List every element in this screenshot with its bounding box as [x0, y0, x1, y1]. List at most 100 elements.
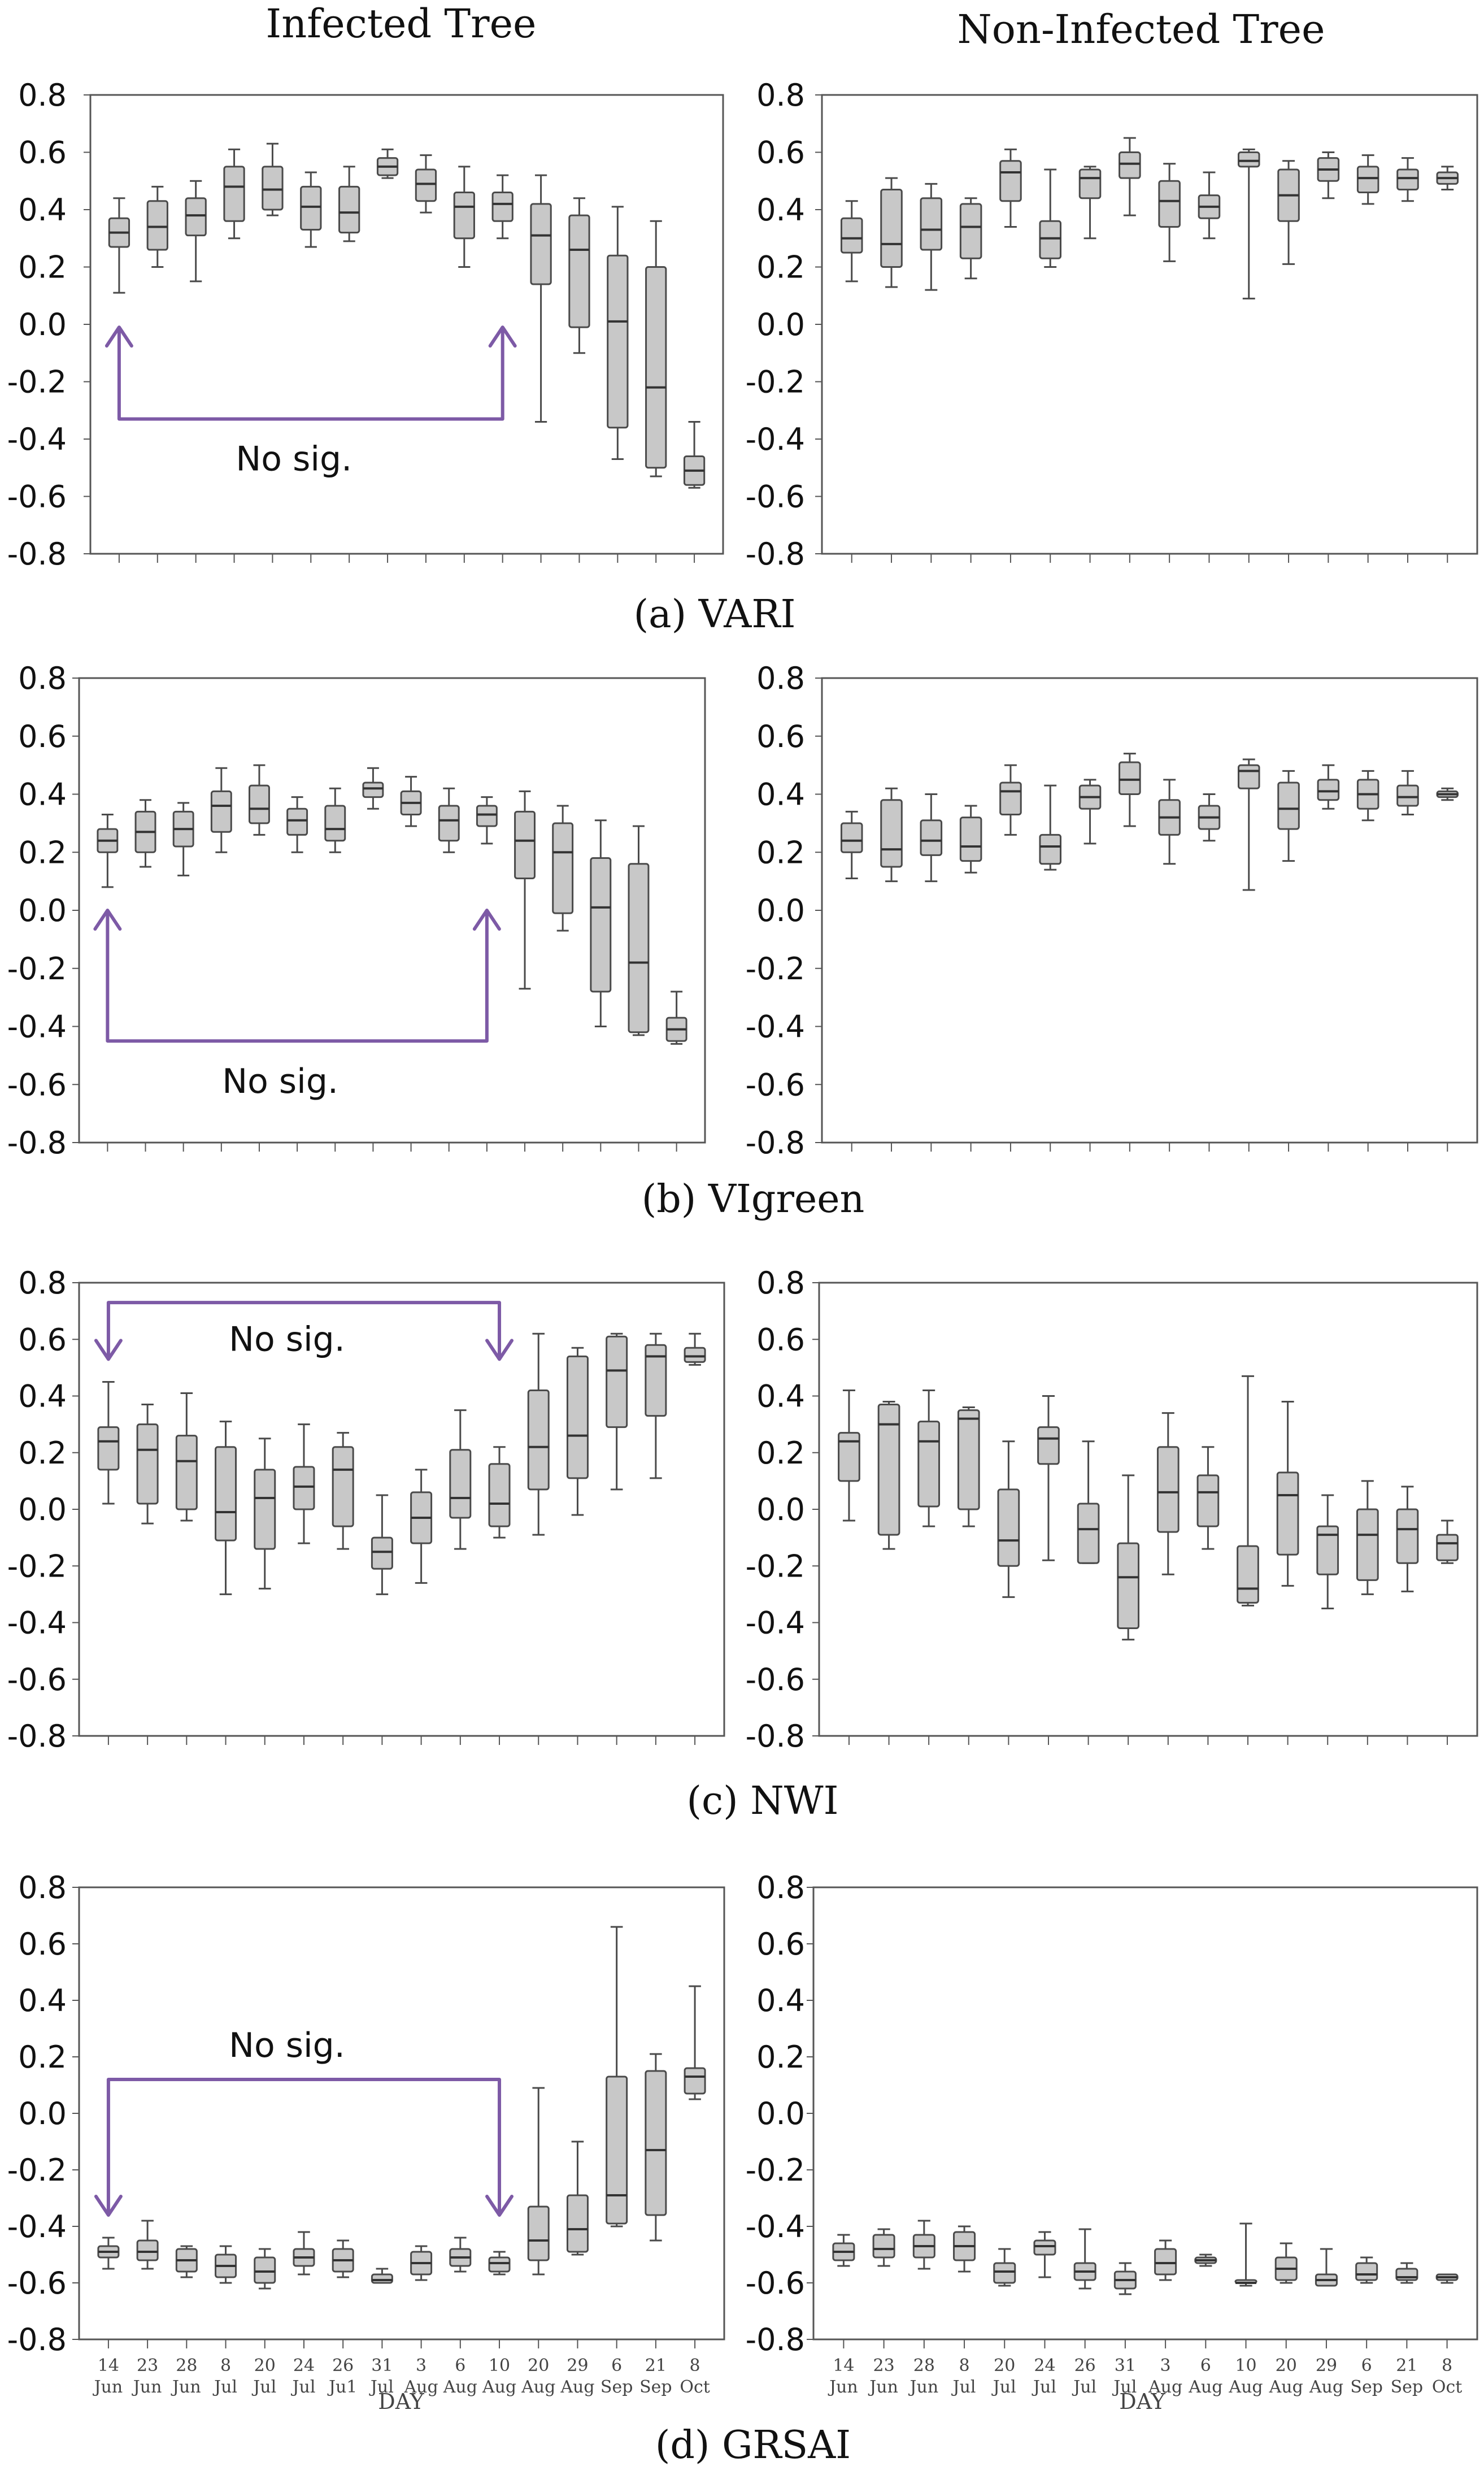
- box-11: [527, 2087, 550, 2276]
- box-8: [410, 2245, 433, 2281]
- x-tick-label-month: Jun: [908, 2377, 938, 2397]
- y-tick-label: -0.2: [746, 364, 805, 400]
- iqr-box: [324, 805, 346, 842]
- iqr-box: [215, 1446, 237, 1542]
- box-13: [607, 206, 629, 461]
- annotation-bracket: [106, 1301, 502, 1360]
- box-3: [959, 805, 982, 874]
- x-tick-label-day: 20: [528, 2356, 549, 2376]
- box-2: [917, 1389, 941, 1527]
- x-tick-label-month: Aug: [404, 2377, 438, 2397]
- y-tick-label: -0.2: [7, 364, 67, 400]
- box-10: [1234, 2222, 1257, 2287]
- box-6: [332, 2239, 354, 2278]
- box-9: [1194, 2253, 1217, 2267]
- column-title-infected: Infected Tree: [266, 1, 537, 47]
- box-10: [1237, 148, 1260, 299]
- box-11: [1274, 2242, 1298, 2284]
- panel-vigreen-infected: 0.8 0.6 0.4 0.2 0.0 -0.2 -0.4 -0.6 -0.8 No sig.: [7, 661, 706, 1161]
- iqr-box: [920, 819, 943, 856]
- box-0: [97, 1380, 120, 1505]
- iqr-box: [491, 192, 513, 222]
- y-tick-label: 0.4: [756, 777, 805, 813]
- iqr-box: [566, 1355, 589, 1479]
- iqr-box: [97, 1426, 120, 1471]
- no-sig-annotation: No sig.: [93, 909, 501, 1101]
- box-4: [993, 2248, 1016, 2287]
- y-tick-label: -0.8: [746, 2322, 805, 2357]
- box-10: [476, 796, 498, 845]
- iqr-box: [362, 781, 384, 798]
- y-tick-label: 0.0: [18, 307, 67, 342]
- box-11: [1276, 1401, 1299, 1587]
- box-5: [286, 796, 308, 853]
- box-14: [1396, 770, 1419, 815]
- panel-nwi-non-infected: 0.8 0.6 0.4 0.2 0.0 -0.2 -0.4 -0.6 -0.8: [746, 1265, 1478, 1754]
- box-9: [1196, 1446, 1220, 1550]
- x-tick-label-month: Jul: [212, 2377, 237, 2397]
- iqr-box: [628, 863, 650, 1034]
- iqr-box: [371, 2273, 393, 2284]
- box-2: [920, 183, 943, 291]
- box-9: [453, 166, 475, 268]
- column-title-non-infected: Non-Infected Tree: [957, 6, 1325, 53]
- box-13: [606, 1926, 628, 2228]
- y-tick-label: 0.6: [18, 135, 67, 171]
- box-3: [215, 2245, 237, 2284]
- x-tick-label-month: Jul: [1112, 2377, 1137, 2397]
- y-tick-label: -0.4: [746, 2209, 805, 2244]
- box-5: [300, 171, 322, 248]
- x-tick-label-day: 31: [371, 2356, 393, 2376]
- x-tick-label-month: Jul: [290, 2377, 315, 2397]
- iqr-box: [453, 192, 475, 240]
- box-12: [1315, 2248, 1338, 2287]
- box-8: [1154, 2239, 1177, 2281]
- box-7: [1117, 1474, 1140, 1641]
- iqr-box: [877, 1404, 900, 1536]
- y-tick-label: 0.4: [756, 1379, 805, 1414]
- y-tick-label: -0.4: [7, 2209, 67, 2244]
- x-tick-label-day: 21: [1396, 2356, 1417, 2376]
- annotation-arrowhead: [93, 909, 122, 931]
- box-6: [1077, 1440, 1100, 1564]
- x-tick-label-day: 28: [913, 2356, 935, 2376]
- y-tick-label: 0.4: [18, 1983, 67, 2018]
- iqr-box: [645, 2070, 667, 2216]
- panel-nwi-infected: 0.8 0.6 0.4 0.2 0.0 -0.2 -0.4 -0.6 -0.8 No sig.: [7, 1265, 725, 1754]
- box-5: [293, 2231, 315, 2276]
- annotation-arrowhead: [472, 909, 501, 931]
- y-tick-label: 0.0: [756, 1492, 805, 1527]
- box-14: [1396, 157, 1419, 202]
- panel-grsai-infected: 0.80.60.40.20.0-0.2-0.4-0.6-0.814Jun23Ju…: [7, 1870, 725, 2397]
- y-tick-label: 0.0: [18, 893, 67, 928]
- y-tick-label: 0.8: [756, 661, 805, 696]
- x-tick-label-month: Aug: [1228, 2377, 1263, 2397]
- box-5: [1033, 2231, 1056, 2278]
- y-tick-label: 0.2: [756, 2039, 805, 2075]
- x-tick-label-month: Jun: [93, 2377, 123, 2397]
- box-2: [920, 793, 943, 883]
- iqr-box: [1316, 1525, 1339, 1575]
- y-tick-label: 0.8: [18, 1870, 67, 1905]
- x-tick-label-month: Jul: [951, 2377, 976, 2397]
- box-13: [1356, 1480, 1379, 1595]
- box-4: [997, 1440, 1020, 1598]
- iqr-box: [371, 1536, 393, 1570]
- box-8: [1158, 779, 1181, 865]
- box-1: [880, 177, 903, 288]
- x-tick-label-month: Jun: [828, 2377, 858, 2397]
- x-tick-label-month: Aug: [1269, 2377, 1303, 2397]
- iqr-box: [959, 817, 982, 862]
- box-5: [1037, 1395, 1060, 1561]
- box-15: [684, 1985, 706, 2100]
- box-7: [376, 148, 399, 179]
- x-tick-label-month: Sep: [639, 2377, 672, 2397]
- y-tick-label: -0.4: [746, 1605, 805, 1641]
- iqr-box: [684, 1347, 706, 1363]
- x-tick-label-month: Jul: [1032, 2377, 1056, 2397]
- y-tick-label: 0.2: [18, 1435, 67, 1471]
- box-4: [249, 764, 270, 836]
- box-13: [606, 1332, 628, 1491]
- box-1: [136, 2220, 159, 2270]
- y-tick-label: 0.2: [756, 250, 805, 285]
